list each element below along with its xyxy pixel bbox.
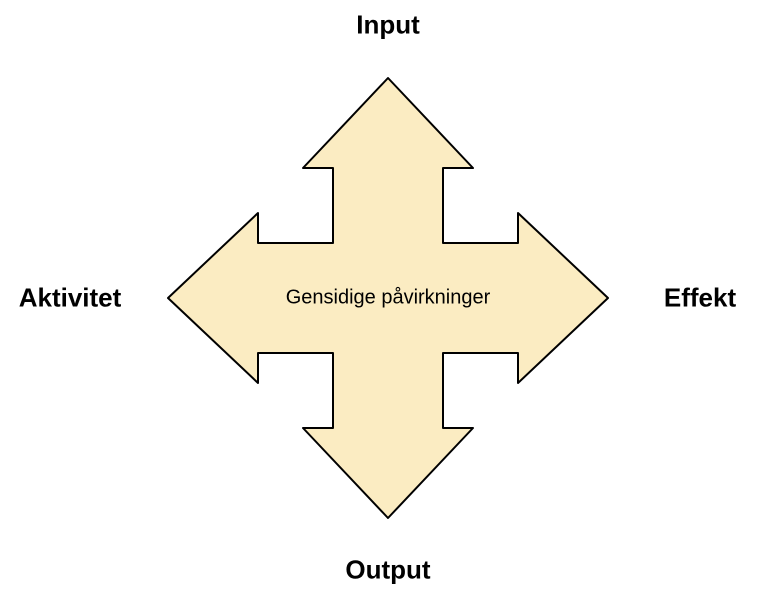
label-right-text: Effekt xyxy=(664,283,736,313)
label-top: Input xyxy=(356,10,420,41)
label-center-text: Gensidige påvirkninger xyxy=(286,287,491,309)
label-top-text: Input xyxy=(356,10,420,40)
label-center: Gensidige påvirkninger xyxy=(286,287,491,310)
label-bottom: Output xyxy=(345,555,430,586)
label-bottom-text: Output xyxy=(345,555,430,585)
label-left-text: Aktivitet xyxy=(19,283,122,313)
label-right: Effekt xyxy=(664,283,736,314)
label-left: Aktivitet xyxy=(19,283,122,314)
